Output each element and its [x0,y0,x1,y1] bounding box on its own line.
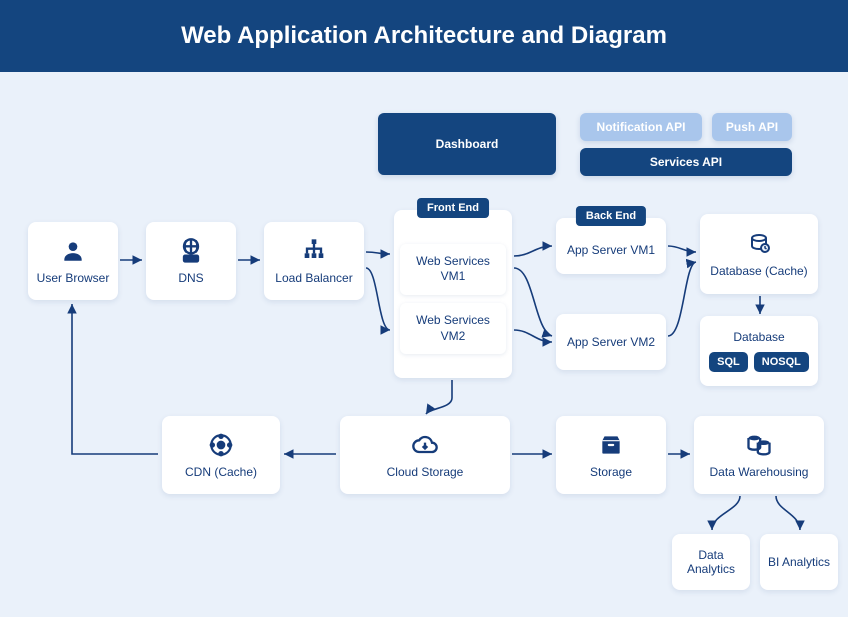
storage-icon [597,431,625,459]
pill-notification-api: Notification API [580,113,702,141]
bi-analytics-label: BI Analytics [768,555,830,569]
node-storage: Storage [556,416,666,494]
cloud-storage-label: Cloud Storage [387,465,464,479]
pill-push-api: Push API [712,113,792,141]
dns-label: DNS [178,271,203,285]
app-vm1-label: App Server VM1 [567,243,655,257]
pill-notification-label: Notification API [597,120,686,134]
pill-services-api: Services API [580,148,792,176]
chip-nosql: NOSQL [754,352,809,372]
dns-icon: DNS [177,237,205,265]
user-browser-label: User Browser [37,271,110,285]
pill-dashboard: Dashboard [378,113,556,175]
diagram-canvas: Dashboard Notification API Push API Serv… [0,0,848,617]
node-data-analytics: Data Analytics [672,534,750,590]
cloud-icon [411,431,439,459]
node-cloud-storage: Cloud Storage [340,416,510,494]
cdn-label: CDN (Cache) [185,465,257,479]
node-app-vm1: Back End App Server VM1 [556,218,666,274]
database-cache-icon [745,230,773,258]
db-label: Database [733,330,784,344]
warehouse-icon [745,431,773,459]
node-user-browser: User Browser [28,222,118,300]
svg-text:DNS: DNS [186,256,196,261]
tag-front-end: Front End [417,198,489,218]
node-web-vm1: Web Services VM1 [400,244,506,295]
pill-push-label: Push API [726,120,778,134]
storage-label: Storage [590,465,632,479]
node-web-vm2: Web Services VM2 [400,303,506,354]
node-app-vm2: App Server VM2 [556,314,666,370]
cdn-icon [207,431,235,459]
app-vm2-label: App Server VM2 [567,335,655,349]
node-bi-analytics: BI Analytics [760,534,838,590]
data-analytics-label: Data Analytics [678,548,744,576]
tag-back-end: Back End [576,206,646,226]
node-load-balancer: Load Balancer [264,222,364,300]
node-db-cache: Database (Cache) [700,214,818,294]
chip-sql: SQL [709,352,748,372]
node-cdn: CDN (Cache) [162,416,280,494]
pill-services-label: Services API [650,155,722,169]
user-icon [59,237,87,265]
node-dns: DNS DNS [146,222,236,300]
db-cache-label: Database (Cache) [710,264,807,278]
pill-dashboard-label: Dashboard [436,137,499,151]
load-balancer-label: Load Balancer [275,271,352,285]
dw-label: Data Warehousing [710,465,809,479]
load-balancer-icon [300,237,328,265]
node-dw: Data Warehousing [694,416,824,494]
node-db: Database SQL NOSQL [700,316,818,386]
node-front-end: Front End Web Services VM1 Web Services … [394,210,512,378]
